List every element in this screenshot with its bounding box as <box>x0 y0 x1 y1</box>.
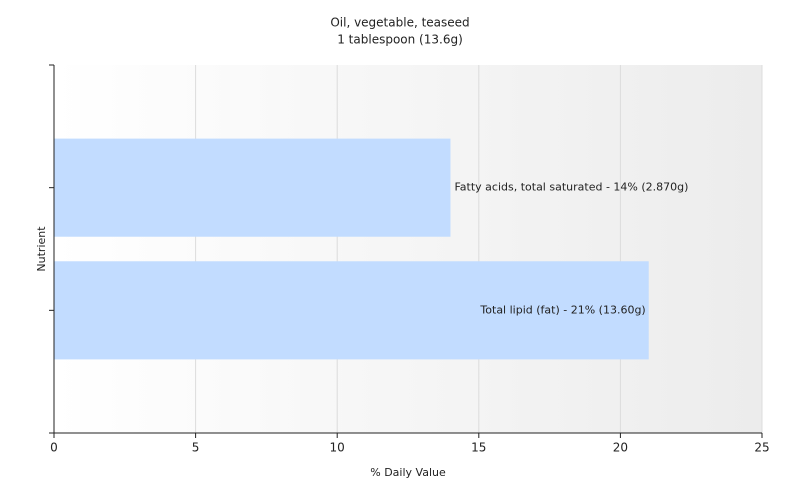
x-tick-label: 5 <box>192 441 200 455</box>
x-tick-label: 15 <box>471 441 486 455</box>
plot-area <box>54 65 762 433</box>
bar <box>54 261 649 360</box>
y-axis-label: Nutrient <box>35 226 48 272</box>
x-tick-label: 10 <box>330 441 345 455</box>
bar <box>54 138 451 237</box>
x-tick-label: 25 <box>754 441 769 455</box>
x-tick-label: 20 <box>613 441 628 455</box>
chart-title: Oil, vegetable, teaseed <box>330 16 469 30</box>
data-label: Total lipid (fat) - 21% (13.60g) <box>479 303 645 316</box>
x-axis-label: % Daily Value <box>370 466 446 479</box>
chart-subtitle: 1 tablespoon (13.6g) <box>337 33 463 47</box>
data-label: Fatty acids, total saturated - 14% (2.87… <box>454 181 688 194</box>
x-tick-label: 0 <box>50 441 58 455</box>
